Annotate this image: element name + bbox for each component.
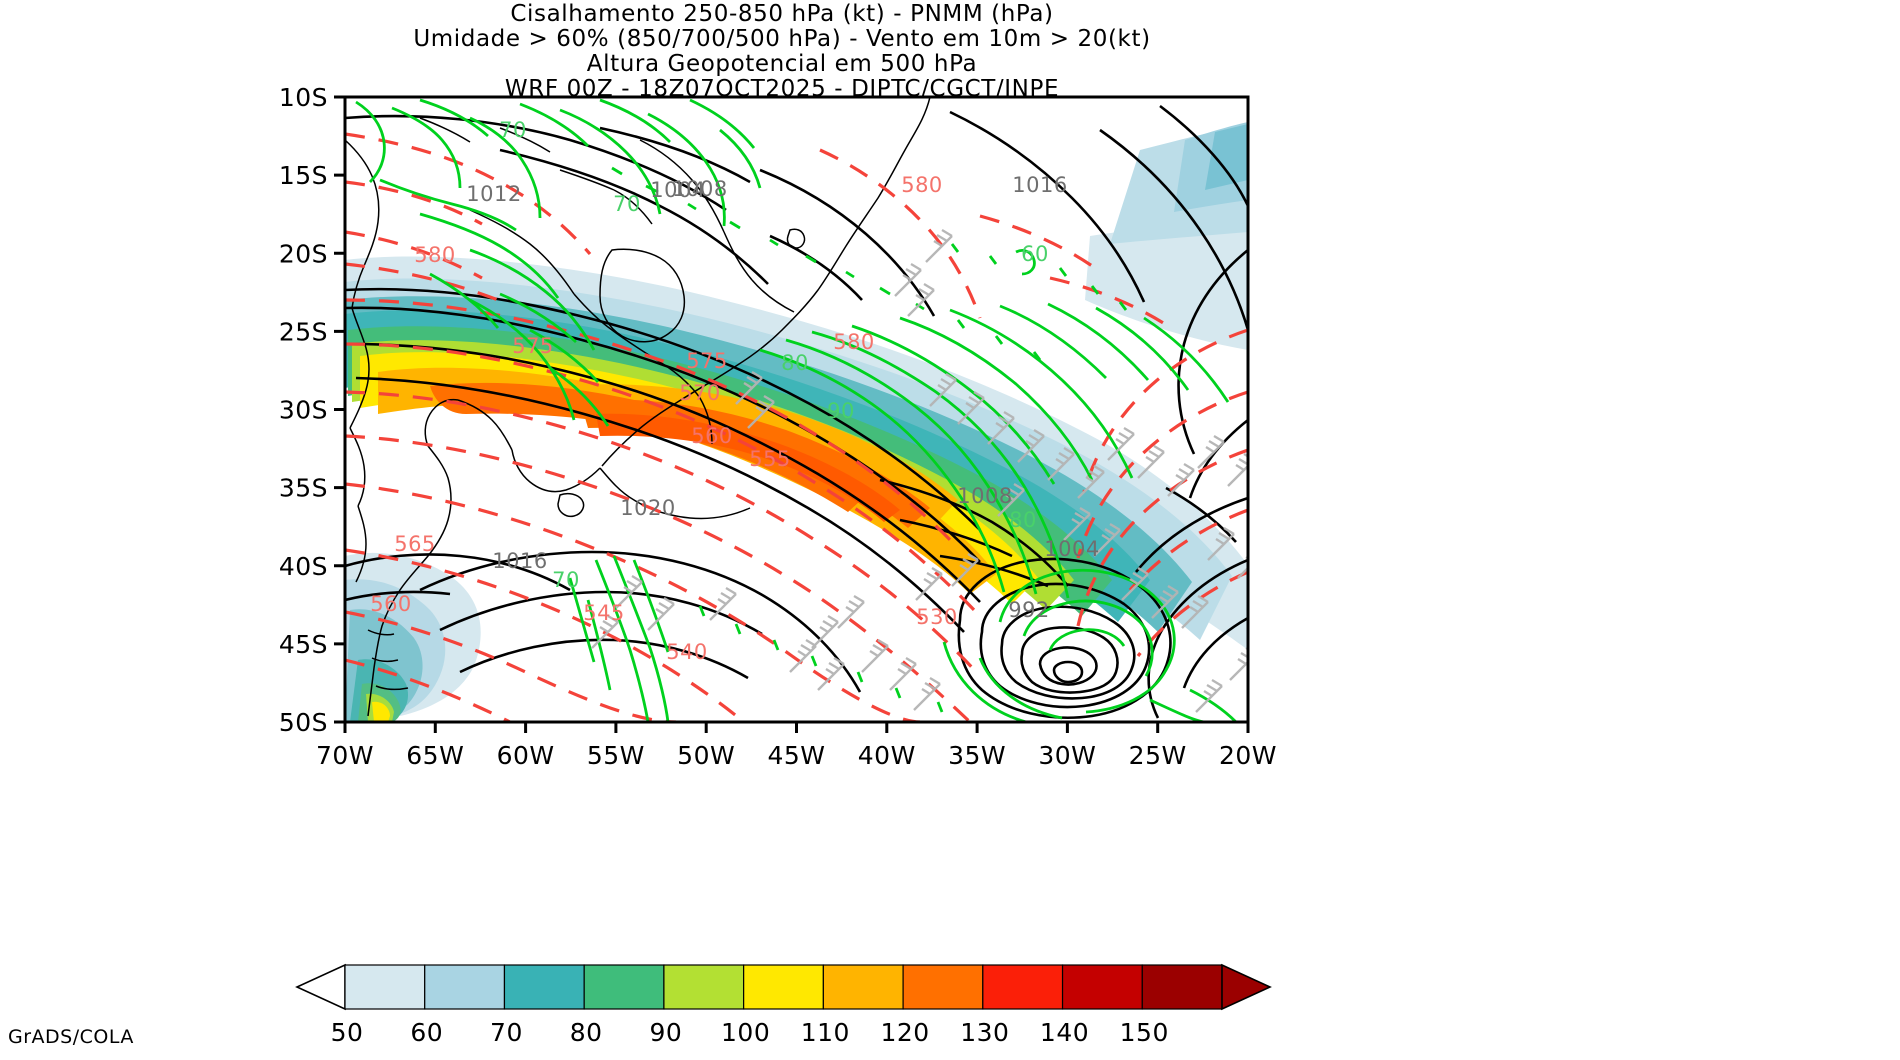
contour-label: 1008 [672, 177, 727, 201]
contour-label: 575 [512, 334, 554, 358]
y-tick-label: 15S [279, 161, 328, 190]
title-line-2: Umidade > 60% (850/700/500 hPa) - Vento … [413, 26, 1151, 52]
colorbar-swatch [503, 964, 585, 1010]
contour-label: 1016 [1012, 173, 1067, 197]
colorbar-tick-label: 50 [331, 1018, 364, 1047]
colorbar-extend-high [1221, 963, 1272, 1011]
contour-label: 570 [679, 381, 721, 405]
colorbar-tick-label: 100 [721, 1018, 770, 1047]
contour-label: 90 [827, 399, 855, 423]
colorbar-tick-label: 120 [880, 1018, 929, 1047]
contour-label: 540 [666, 640, 708, 664]
contour-label: 1016 [492, 549, 547, 573]
colorbar-swatch [344, 964, 426, 1010]
x-tick-label: 70W [316, 741, 374, 770]
x-tick-label: 40W [858, 741, 916, 770]
contour-label: 530 [916, 605, 958, 629]
colorbar: 50 60 70 80 90 100 110 120 130 140 150 [295, 963, 1272, 1047]
contour-label: 575 [686, 349, 728, 373]
colorbar-swatch [822, 964, 904, 1010]
colorbar-swatch [982, 964, 1064, 1010]
contour-label: 70 [499, 118, 527, 142]
contour-label: 560 [370, 592, 412, 616]
contour-label: 580 [901, 173, 943, 197]
y-tick-label: 50S [279, 708, 328, 737]
x-tick-label: 35W [948, 741, 1006, 770]
contour-label: 580 [414, 243, 456, 267]
contour-label: 70 [552, 568, 580, 592]
contour-label: 992 [1008, 598, 1050, 622]
contour-label: 545 [583, 601, 625, 625]
x-tick-label: 30W [1038, 741, 1096, 770]
contour-label: 560 [691, 424, 733, 448]
contour-label: 80 [781, 351, 809, 375]
contour-label: 80 [1009, 508, 1037, 532]
y-tick-label: 10S [279, 83, 328, 112]
x-tick-label: 45W [767, 741, 825, 770]
colorbar-tick-label: 90 [650, 1018, 683, 1047]
x-tick-label: 55W [587, 741, 645, 770]
y-tick-label: 25S [279, 317, 328, 346]
humidity-contours [355, 98, 1237, 722]
colorbar-swatch [1061, 964, 1143, 1010]
colorbar-tick-label: 80 [570, 1018, 603, 1047]
y-tick-label: 20S [279, 239, 328, 268]
contour-label: 70 [613, 192, 641, 216]
title-line-1: Cisalhamento 250-850 hPa (kt) - PNMM (hP… [510, 1, 1054, 27]
title-line-3: Altura Geopotencial em 500 hPa [586, 51, 978, 77]
contour-label: 1012 [466, 182, 521, 206]
contour-label: 555 [749, 447, 791, 471]
x-tick-label: 20W [1219, 741, 1277, 770]
geopotential-contours [345, 132, 1248, 722]
colorbar-swatch [663, 964, 745, 1010]
colorbar-tick-label: 130 [960, 1018, 1009, 1047]
colorbar-swatch [583, 964, 665, 1010]
x-tick-label: 60W [497, 741, 555, 770]
colorbar-swatch [1141, 964, 1223, 1010]
y-tick-label: 45S [279, 630, 328, 659]
contour-label: 565 [394, 532, 436, 556]
x-tick-label: 65W [406, 741, 464, 770]
x-tick-label: 25W [1129, 741, 1187, 770]
contour-label: 1008 [957, 484, 1012, 508]
y-tick-label: 40S [279, 552, 328, 581]
contour-label: 1004 [650, 178, 705, 202]
map-axes: 70W 65W 60W 55W 50W 45W 40W 35W 30W 25W 20W 10S 15S 2… [279, 83, 1277, 770]
grads-credit: GrADS/COLA [8, 1026, 134, 1048]
colorbar-swatch [424, 964, 506, 1010]
colorbar-tick-label: 70 [490, 1018, 523, 1047]
y-tick-label: 30S [279, 396, 328, 425]
contour-label: 60 [1021, 242, 1049, 266]
y-tick-label: 35S [279, 474, 328, 503]
colorbar-tick-label: 140 [1040, 1018, 1089, 1047]
colorbar-extend-low [295, 963, 346, 1011]
colorbar-tick-label: 60 [410, 1018, 443, 1047]
x-tick-label: 50W [677, 741, 735, 770]
colorbar-tick-label: 150 [1120, 1018, 1169, 1047]
colorbar-swatch [902, 964, 984, 1010]
colorbar-swatch [743, 964, 824, 1010]
contour-label: 580 [833, 330, 875, 354]
contour-label: 1020 [620, 496, 675, 520]
contour-label: 1004 [1044, 537, 1099, 561]
colorbar-tick-label: 110 [801, 1018, 850, 1047]
